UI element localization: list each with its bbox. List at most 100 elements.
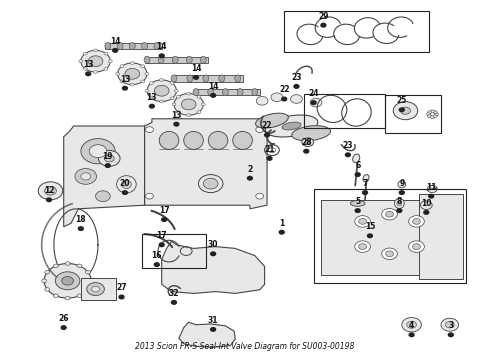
Text: 29: 29 <box>318 12 329 21</box>
Ellipse shape <box>237 89 243 96</box>
Ellipse shape <box>203 75 209 82</box>
Text: 13: 13 <box>171 111 182 120</box>
Circle shape <box>211 328 216 331</box>
Circle shape <box>399 191 404 194</box>
Polygon shape <box>145 119 267 209</box>
Text: 25: 25 <box>396 96 407 105</box>
Ellipse shape <box>105 42 111 50</box>
Circle shape <box>146 193 153 199</box>
Circle shape <box>44 264 91 298</box>
Text: 15: 15 <box>365 222 375 231</box>
Circle shape <box>363 191 368 194</box>
Circle shape <box>194 76 198 79</box>
Circle shape <box>256 127 264 132</box>
Circle shape <box>271 93 283 102</box>
Circle shape <box>247 176 252 180</box>
Ellipse shape <box>171 75 177 82</box>
Bar <box>385 95 441 133</box>
Circle shape <box>355 241 370 252</box>
Bar <box>172 75 243 82</box>
Text: 13: 13 <box>147 93 157 102</box>
Circle shape <box>146 127 153 132</box>
Circle shape <box>399 108 404 112</box>
Circle shape <box>145 72 149 75</box>
Ellipse shape <box>117 42 123 50</box>
Circle shape <box>98 150 120 166</box>
Text: 17: 17 <box>156 231 167 240</box>
Circle shape <box>81 50 110 72</box>
Circle shape <box>77 294 82 298</box>
Text: 13: 13 <box>120 75 130 84</box>
Circle shape <box>122 191 127 194</box>
Bar <box>194 89 260 95</box>
Circle shape <box>120 80 124 83</box>
Bar <box>284 11 429 52</box>
Circle shape <box>120 65 124 68</box>
Ellipse shape <box>394 198 404 208</box>
Circle shape <box>45 270 49 274</box>
Circle shape <box>386 251 393 257</box>
Circle shape <box>368 234 372 238</box>
Text: 26: 26 <box>58 314 69 323</box>
Circle shape <box>304 149 309 153</box>
Text: 23: 23 <box>291 73 302 82</box>
Text: 20: 20 <box>120 179 130 188</box>
Ellipse shape <box>122 180 131 189</box>
Circle shape <box>125 68 140 79</box>
Ellipse shape <box>159 131 179 149</box>
Ellipse shape <box>265 115 318 137</box>
Polygon shape <box>64 126 145 227</box>
Text: 22: 22 <box>262 122 272 130</box>
Circle shape <box>448 333 453 337</box>
Circle shape <box>87 283 104 296</box>
Circle shape <box>45 288 49 291</box>
Circle shape <box>407 321 416 328</box>
Text: 12: 12 <box>44 186 54 195</box>
Circle shape <box>172 103 176 106</box>
Circle shape <box>130 62 134 64</box>
Circle shape <box>386 211 393 217</box>
Text: 14: 14 <box>208 82 219 91</box>
Text: 9: 9 <box>399 179 404 188</box>
Ellipse shape <box>222 89 228 96</box>
Ellipse shape <box>154 42 160 50</box>
Circle shape <box>382 208 397 220</box>
Circle shape <box>172 301 176 304</box>
Circle shape <box>160 78 164 81</box>
Text: 30: 30 <box>208 240 219 249</box>
Circle shape <box>83 52 87 55</box>
Circle shape <box>181 99 196 110</box>
Ellipse shape <box>186 56 192 63</box>
Circle shape <box>187 92 191 95</box>
Circle shape <box>310 98 322 107</box>
Circle shape <box>55 272 80 290</box>
Circle shape <box>294 85 299 88</box>
Text: 14: 14 <box>156 42 167 51</box>
Ellipse shape <box>208 89 214 96</box>
Ellipse shape <box>233 131 252 149</box>
Circle shape <box>211 252 216 256</box>
Text: 3: 3 <box>448 321 453 330</box>
Text: 11: 11 <box>426 183 437 192</box>
Circle shape <box>94 49 98 52</box>
Circle shape <box>174 94 203 115</box>
Circle shape <box>409 333 414 337</box>
Circle shape <box>89 145 107 158</box>
Circle shape <box>428 115 432 118</box>
Ellipse shape <box>363 175 369 182</box>
Circle shape <box>382 248 397 260</box>
Text: 14: 14 <box>110 37 121 46</box>
Circle shape <box>86 270 91 274</box>
Circle shape <box>141 65 145 68</box>
Text: 8: 8 <box>397 197 402 206</box>
Circle shape <box>409 216 424 227</box>
Circle shape <box>435 113 439 116</box>
Circle shape <box>355 216 370 227</box>
Circle shape <box>197 111 201 113</box>
Circle shape <box>345 153 350 157</box>
Circle shape <box>149 97 153 100</box>
Circle shape <box>86 288 91 291</box>
Circle shape <box>53 264 58 267</box>
Ellipse shape <box>200 56 206 63</box>
Bar <box>419 194 463 279</box>
